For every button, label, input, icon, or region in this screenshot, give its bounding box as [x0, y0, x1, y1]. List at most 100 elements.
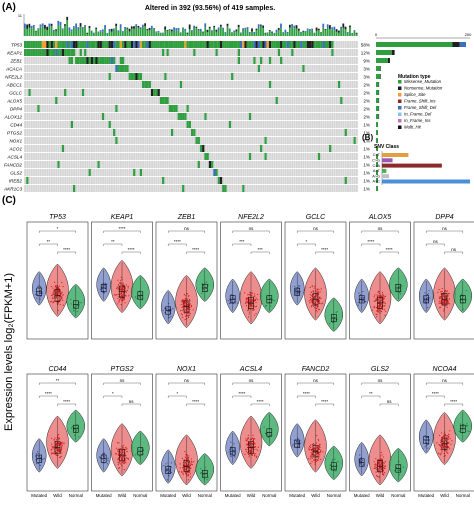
- data-point: [227, 300, 230, 302]
- data-point: [446, 451, 448, 453]
- mutation-cell: [57, 41, 60, 48]
- mutation-cell: [304, 41, 307, 48]
- top-bar-other: [251, 28, 253, 32]
- mutation-cell: [115, 65, 118, 72]
- data-point: [122, 287, 124, 289]
- x-tick-label: Normal: [391, 493, 405, 498]
- data-point: [121, 288, 124, 290]
- top-bar-missense: [186, 33, 189, 36]
- data-point: [251, 443, 253, 445]
- data-point: [51, 453, 53, 455]
- data-point: [60, 441, 63, 444]
- data-point: [125, 291, 127, 293]
- data-point: [51, 295, 53, 297]
- data-point: [427, 297, 429, 299]
- data-point: [384, 472, 386, 474]
- mutation-cell: [331, 49, 334, 56]
- top-bar-other: [324, 29, 327, 31]
- data-point: [459, 423, 461, 425]
- data-point: [189, 303, 191, 305]
- sig-label: *: [112, 391, 114, 396]
- top-bar-other: [166, 29, 169, 31]
- snv-bar: [382, 158, 393, 163]
- mutation-cell: [184, 113, 187, 120]
- data-point: [359, 294, 362, 296]
- data-point: [447, 446, 450, 448]
- gene-percent: 1%: [363, 131, 370, 136]
- data-point: [134, 296, 137, 298]
- data-point: [78, 436, 80, 438]
- top-bar-missense: [239, 33, 242, 36]
- top-bar-missense: [130, 28, 133, 36]
- mutation-cell: [273, 41, 276, 48]
- gene-percent: 1%: [363, 171, 370, 176]
- mutation-cell: [166, 97, 169, 104]
- data-point: [450, 443, 452, 445]
- data-point: [56, 439, 58, 441]
- data-point: [181, 306, 183, 308]
- legend-item: In_Frame_Ins: [404, 118, 431, 123]
- top-bar-other: [59, 21, 62, 26]
- data-point: [190, 458, 192, 460]
- data-point: [41, 292, 43, 294]
- top-bar-other: [335, 29, 338, 32]
- data-point: [264, 432, 267, 435]
- sig-label: ****: [63, 247, 70, 252]
- sig-bracket: [232, 382, 270, 385]
- data-point: [382, 470, 384, 472]
- data-point: [310, 298, 313, 300]
- data-point: [316, 447, 318, 449]
- mutation-cell: [52, 41, 56, 48]
- mutation-cell: [173, 105, 176, 112]
- top-bar-missense: [137, 27, 140, 36]
- data-point: [122, 282, 124, 284]
- sig-bracket: [426, 230, 463, 233]
- top-bar-other: [268, 30, 271, 31]
- top-bar-missense: [57, 24, 60, 36]
- sig-bracket: [297, 230, 334, 233]
- top-bar-missense: [282, 33, 285, 36]
- top-bar-other: [173, 27, 175, 31]
- mutation-cell: [317, 41, 321, 48]
- top-bar-missense: [142, 27, 144, 36]
- top-bar-missense: [146, 30, 149, 36]
- data-point: [381, 297, 383, 299]
- data-point: [383, 296, 385, 298]
- top-bar-missense: [275, 32, 278, 36]
- data-point: [440, 439, 442, 441]
- data-point: [230, 293, 232, 296]
- data-point: [320, 449, 322, 451]
- gene-freq-bar: [376, 162, 378, 167]
- x-tick-label: Mutated: [354, 493, 370, 498]
- top-bar-other: [208, 26, 211, 29]
- top-bar-other: [104, 25, 106, 30]
- data-point: [248, 454, 251, 456]
- gene-freq-bar: [376, 138, 378, 143]
- data-point: [449, 430, 451, 432]
- data-point: [313, 449, 316, 452]
- top-bar-missense: [77, 29, 80, 36]
- data-point: [251, 450, 253, 452]
- sig-label: ns: [184, 378, 190, 383]
- top-bar-other: [315, 27, 318, 31]
- sig-bracket: [444, 403, 463, 406]
- data-point: [186, 475, 188, 477]
- mutation-cell: [32, 41, 36, 48]
- violin-panels: TP53*******KEAP1**********ZEB1ns********…: [26, 214, 474, 498]
- data-point: [119, 279, 122, 281]
- data-point: [373, 300, 375, 302]
- data-point: [378, 309, 380, 311]
- top-bar-other: [235, 29, 238, 32]
- top-bar-missense: [237, 27, 240, 36]
- mutation-cell: [253, 57, 256, 64]
- data-point: [318, 440, 320, 442]
- data-point: [61, 444, 64, 446]
- data-point: [190, 462, 192, 464]
- panel-label-b: (B): [362, 133, 373, 142]
- data-point: [445, 295, 447, 297]
- top-bar-missense: [173, 30, 175, 36]
- data-point: [257, 449, 259, 452]
- data-point: [181, 309, 183, 311]
- data-point: [183, 293, 185, 296]
